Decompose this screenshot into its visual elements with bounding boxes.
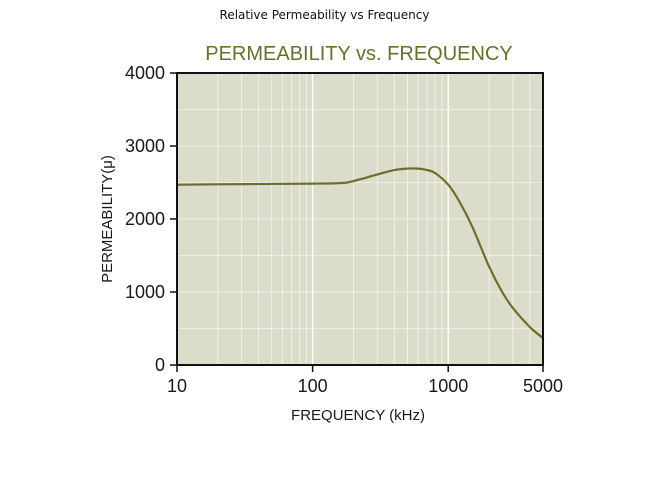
permeability-curve [175,167,545,340]
y-tick-labels: 0 1000 2000 3000 4000 [125,63,165,375]
y-tick-label: 2000 [125,209,165,229]
x-axis-title: FREQUENCY (kHz) [291,407,425,424]
x-tick-label: 5000 [523,376,563,396]
y-tick-label: 0 [155,355,165,375]
y-tick-label: 3000 [125,136,165,156]
grid-lines [177,73,543,365]
x-tick-label: 1000 [428,376,468,396]
plot-frame [176,72,544,366]
x-tick-label: 100 [298,376,328,396]
tick-marks [170,72,544,372]
y-axis-title: PERMEABILITY(μ) [99,155,116,283]
x-tick-label: 10 [167,376,187,396]
y-tick-label: 1000 [125,282,165,302]
x-tick-labels: 10 100 1000 5000 [167,376,563,396]
chart-title: PERMEABILITY vs. FREQUENCY [205,43,512,65]
page-caption: Relative Permeability vs Frequency [219,8,430,22]
y-tick-label: 4000 [125,63,165,83]
